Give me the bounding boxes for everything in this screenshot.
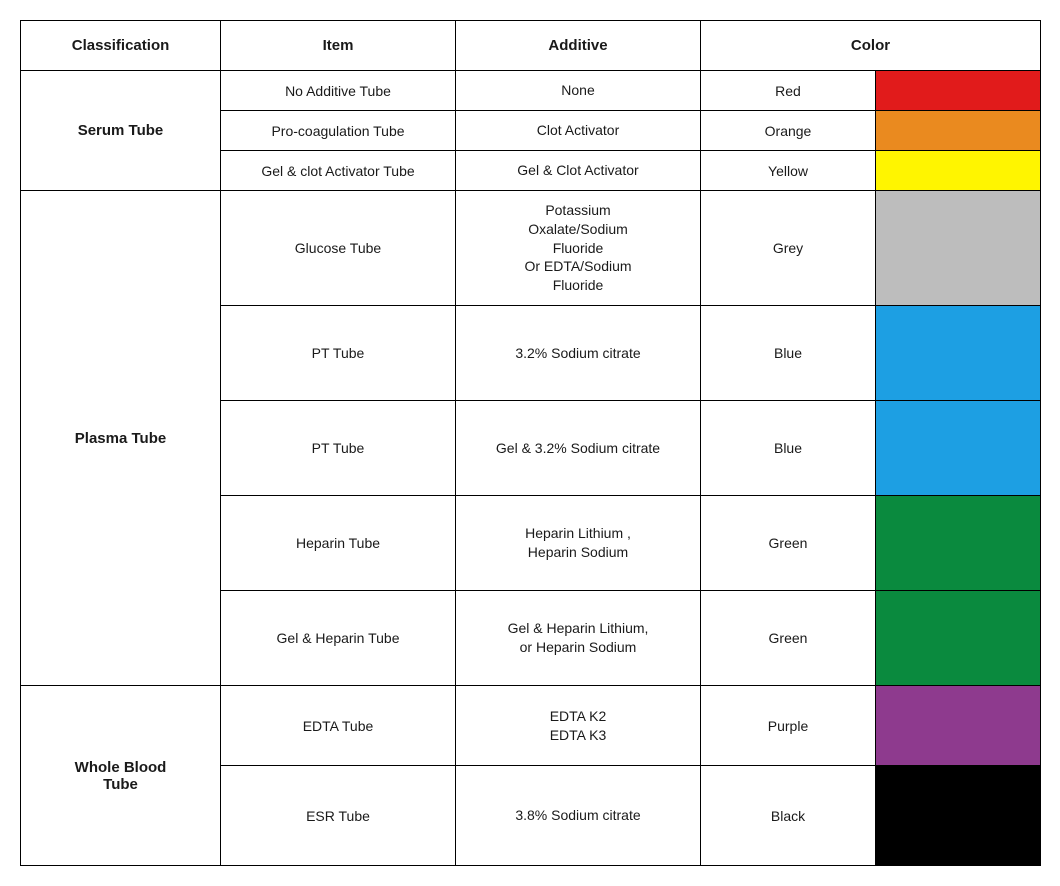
header-additive: Additive [456, 21, 701, 71]
item-cell: Heparin Tube [221, 496, 456, 591]
table-row: Serum TubeNo Additive TubeNoneRed [21, 71, 1041, 111]
table-header-row: Classification Item Additive Color [21, 21, 1041, 71]
color-swatch-cell [876, 766, 1041, 866]
color-name-cell: Purple [701, 686, 876, 766]
color-name-cell: Green [701, 591, 876, 686]
color-name-cell: Green [701, 496, 876, 591]
additive-cell: Heparin Lithium ,Heparin Sodium [456, 496, 701, 591]
classification-cell: Plasma Tube [21, 191, 221, 686]
header-classification: Classification [21, 21, 221, 71]
additive-cell: Gel & Clot Activator [456, 151, 701, 191]
color-swatch-cell [876, 151, 1041, 191]
item-cell: No Additive Tube [221, 71, 456, 111]
color-swatch-cell [876, 306, 1041, 401]
header-color: Color [701, 21, 1041, 71]
additive-cell: Gel & Heparin Lithium,or Heparin Sodium [456, 591, 701, 686]
color-name-cell: Blue [701, 306, 876, 401]
color-name-cell: Yellow [701, 151, 876, 191]
table-row: Whole BloodTubeEDTA TubeEDTA K2EDTA K3Pu… [21, 686, 1041, 766]
additive-cell: PotassiumOxalate/SodiumFluorideOr EDTA/S… [456, 191, 701, 306]
item-cell: Gel & clot Activator Tube [221, 151, 456, 191]
color-swatch-cell [876, 686, 1041, 766]
color-swatch-cell [876, 591, 1041, 686]
item-cell: PT Tube [221, 306, 456, 401]
item-cell: Gel & Heparin Tube [221, 591, 456, 686]
color-swatch-cell [876, 111, 1041, 151]
classification-cell: Whole BloodTube [21, 686, 221, 866]
classification-cell: Serum Tube [21, 71, 221, 191]
additive-cell: 3.8% Sodium citrate [456, 766, 701, 866]
additive-cell: None [456, 71, 701, 111]
table-row: Plasma TubeGlucose TubePotassiumOxalate/… [21, 191, 1041, 306]
color-name-cell: Orange [701, 111, 876, 151]
item-cell: Pro-coagulation Tube [221, 111, 456, 151]
color-swatch-cell [876, 71, 1041, 111]
color-name-cell: Grey [701, 191, 876, 306]
additive-cell: 3.2% Sodium citrate [456, 306, 701, 401]
additive-cell: Clot Activator [456, 111, 701, 151]
color-name-cell: Blue [701, 401, 876, 496]
color-name-cell: Black [701, 766, 876, 866]
color-swatch-cell [876, 496, 1041, 591]
header-item: Item [221, 21, 456, 71]
color-name-cell: Red [701, 71, 876, 111]
item-cell: PT Tube [221, 401, 456, 496]
item-cell: EDTA Tube [221, 686, 456, 766]
additive-cell: Gel & 3.2% Sodium citrate [456, 401, 701, 496]
additive-cell: EDTA K2EDTA K3 [456, 686, 701, 766]
color-swatch-cell [876, 401, 1041, 496]
item-cell: Glucose Tube [221, 191, 456, 306]
item-cell: ESR Tube [221, 766, 456, 866]
color-swatch-cell [876, 191, 1041, 306]
tube-classification-table: Classification Item Additive Color Serum… [20, 20, 1041, 866]
